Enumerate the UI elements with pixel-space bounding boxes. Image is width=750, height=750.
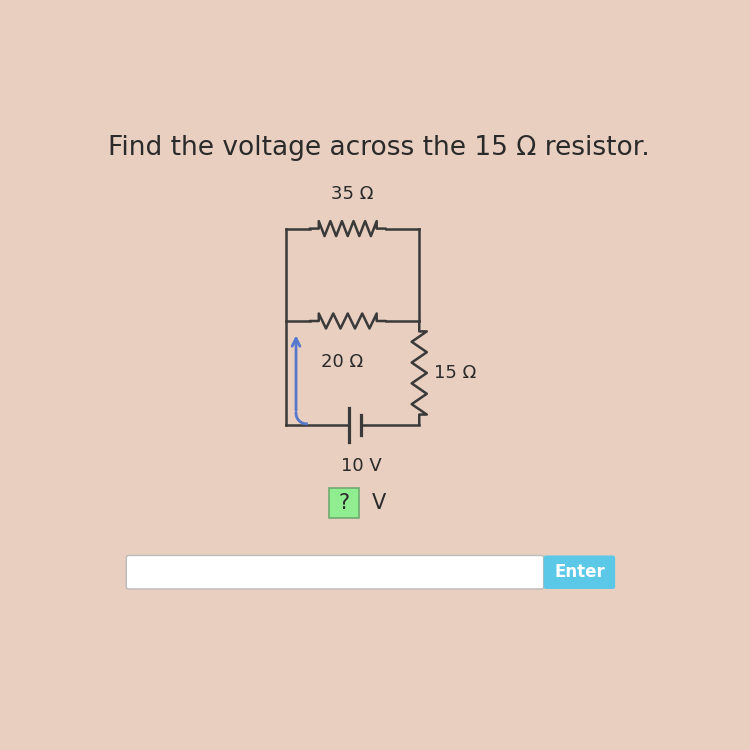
Text: 15 Ω: 15 Ω (433, 364, 476, 382)
Text: V: V (372, 493, 386, 513)
FancyBboxPatch shape (544, 556, 615, 589)
Text: 20 Ω: 20 Ω (321, 352, 363, 370)
Text: ?: ? (338, 493, 350, 513)
FancyBboxPatch shape (126, 556, 544, 589)
Text: 35 Ω: 35 Ω (332, 184, 374, 202)
Text: Find the voltage across the 15 Ω resistor.: Find the voltage across the 15 Ω resisto… (108, 135, 650, 160)
Text: Enter: Enter (554, 563, 604, 581)
FancyBboxPatch shape (328, 488, 358, 518)
Text: 10 V: 10 V (340, 457, 381, 475)
